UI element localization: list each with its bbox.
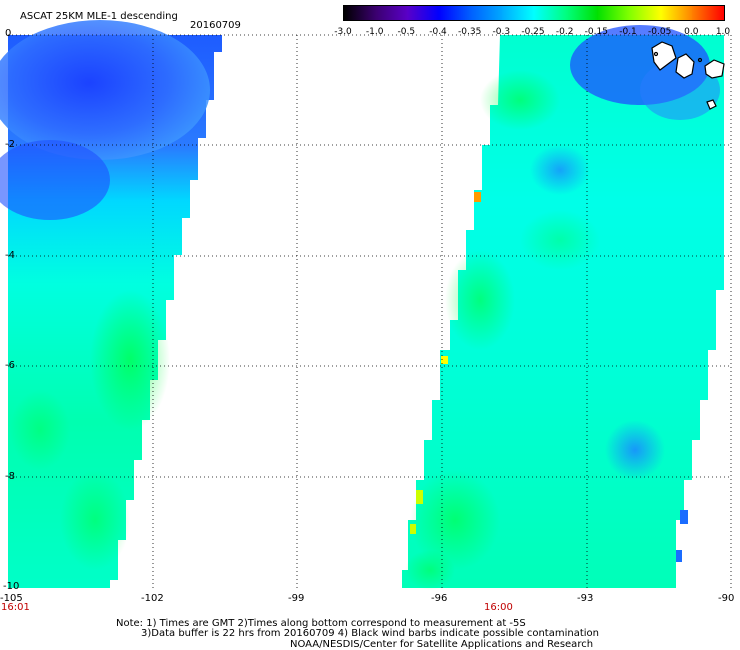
colorbar-segment — [534, 6, 567, 20]
x-tick-5: -90 — [718, 593, 735, 604]
colorbar-label: -0.1 — [619, 27, 637, 37]
colorbar-label: -0.4 — [429, 27, 447, 37]
colorbar-segment — [629, 6, 662, 20]
colorbar-label: -0.35 — [458, 27, 482, 37]
map-date: 20160709 — [190, 20, 241, 31]
colorbar-label: -1.0 — [365, 27, 384, 37]
time-label-right: 16:00 — [484, 602, 513, 613]
colorbar-segment — [692, 6, 725, 20]
colorbar-segment — [660, 6, 693, 20]
y-tick-0: 0 — [5, 28, 12, 39]
colorbar-label: -0.15 — [584, 27, 608, 37]
colorbar-segment — [407, 6, 440, 20]
gridlines — [8, 34, 732, 588]
island-outlines — [651, 41, 725, 110]
colorbar-segment — [470, 6, 503, 20]
note-line-2: 3)Data buffer is 22 hrs from 20160709 4)… — [141, 628, 599, 639]
colorbar-segment — [439, 6, 472, 20]
colorbar-segment — [502, 6, 535, 20]
right-swath — [402, 25, 725, 590]
left-swath — [0, 20, 222, 588]
colorbar-segment — [344, 6, 377, 20]
colorbar-label: -0.2 — [555, 27, 574, 37]
note-line-1: Note: 1) Times are GMT 2)Times along bot… — [116, 618, 526, 629]
x-tick-2: -99 — [288, 593, 305, 604]
y-tick-3: -6 — [5, 360, 15, 371]
colorbar-label: 1.0 — [715, 27, 731, 37]
y-tick-1: -2 — [5, 139, 15, 150]
colorbar-label: -0.3 — [492, 27, 511, 37]
colorbar — [343, 5, 725, 21]
y-tick-4: -8 — [5, 471, 15, 482]
note-line-3: NOAA/NESDIS/Center for Satellite Applica… — [290, 639, 594, 650]
colorbar-label: 0.0 — [684, 27, 699, 37]
x-tick-0: -105 — [0, 593, 23, 604]
colorbar-label: -0.5 — [397, 27, 416, 37]
y-tick-2: -4 — [5, 250, 15, 261]
colorbar-segment — [565, 6, 598, 20]
x-tick-4: -93 — [577, 593, 594, 604]
map-title: ASCAT 25KM MLE-1 descending — [20, 11, 178, 22]
colorbar-segment — [375, 6, 408, 20]
colorbar-label: -0.25 — [521, 27, 545, 37]
x-tick-1: -102 — [141, 593, 164, 604]
colorbar-segment — [597, 6, 630, 20]
time-label-left: 16:01 — [1, 602, 30, 613]
x-tick-3: -96 — [431, 593, 448, 604]
colorbar-label: -0.05 — [648, 27, 672, 37]
y-tick-5: -10 — [3, 581, 20, 592]
colorbar-label: -3.0 — [334, 27, 352, 37]
